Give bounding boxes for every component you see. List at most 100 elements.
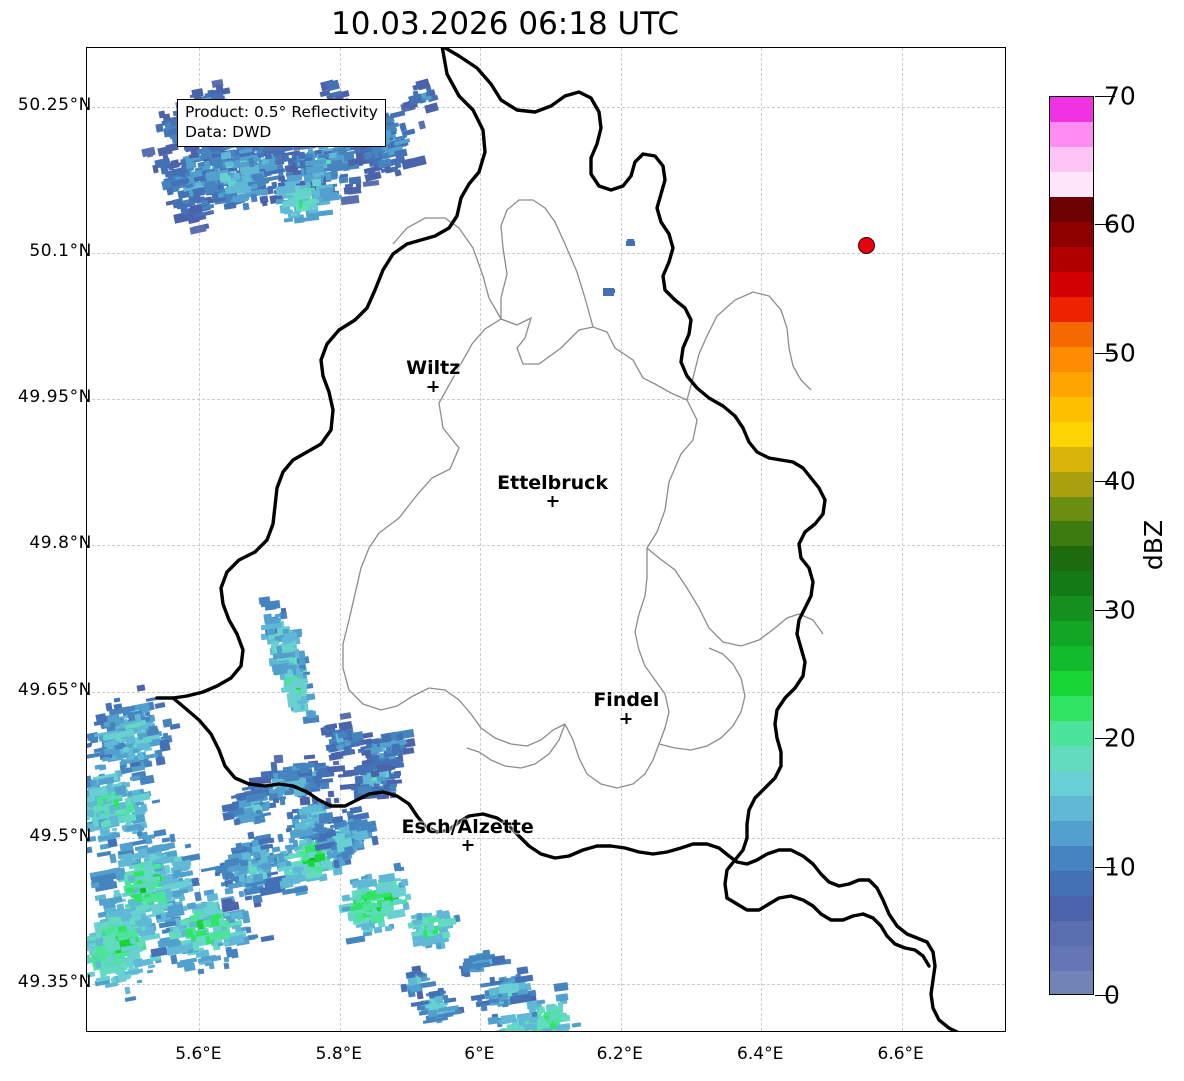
city-label: Findel: [593, 689, 660, 712]
x-axis-tick-label: 6.6°E: [877, 1044, 924, 1064]
city-label: Wiltz: [406, 357, 461, 380]
gridline-vertical: [901, 48, 903, 1031]
colorbar-band: [1050, 571, 1093, 597]
info-box: Product: 0.5° Reflectivity Data: DWD: [177, 99, 386, 148]
colorbar-tick-label: 30: [1104, 595, 1136, 625]
colorbar-tick: [1095, 352, 1115, 354]
colorbar-band: [1050, 421, 1093, 447]
colorbar-band: [1050, 596, 1093, 622]
y-axis-tick-label: 49.5°N: [29, 825, 92, 846]
colorbar-band: [1050, 446, 1093, 472]
colorbar-tick: [1095, 609, 1115, 611]
gridline-horizontal: [87, 545, 1005, 547]
colorbar-band: [1050, 746, 1093, 772]
city-cross-icon: [547, 495, 559, 507]
colorbar-band: [1050, 171, 1093, 197]
city-label: Ettelbruck: [497, 471, 609, 494]
colorbar-band: [1050, 920, 1093, 946]
colorbar-band: [1050, 721, 1093, 747]
colorbar-tick-label: 10: [1104, 852, 1136, 882]
radar-site-marker[interactable]: [857, 236, 875, 254]
colorbar-band: [1050, 521, 1093, 547]
gridline-horizontal: [87, 399, 1005, 401]
y-axis-tick-label: 49.8°N: [29, 533, 92, 554]
colorbar-band: [1050, 296, 1093, 322]
colorbar-band: [1050, 146, 1093, 172]
city-cross-icon: [462, 839, 474, 851]
page-title: 10.03.2026 06:18 UTC: [331, 6, 679, 42]
colorbar-tick: [1095, 866, 1115, 868]
gridline-vertical: [199, 48, 201, 1031]
colorbar-band: [1050, 646, 1093, 672]
colorbar-band: [1050, 546, 1093, 572]
colorbar-tick: [1095, 481, 1115, 483]
colorbar-band: [1050, 945, 1093, 971]
colorbar-band: [1050, 771, 1093, 797]
colorbar-band: [1050, 846, 1093, 872]
city-cross-icon: [620, 713, 632, 725]
colorbar-axis-label: dBZ: [1139, 519, 1168, 571]
colorbar-tick: [1095, 995, 1115, 996]
colorbar-tick-label: 70: [1104, 81, 1136, 111]
city-cross-icon: [427, 381, 439, 393]
gridline-vertical: [480, 48, 482, 1031]
colorbar-tick: [1095, 224, 1115, 226]
colorbar-band: [1050, 97, 1093, 122]
colorbar-tick-label: 40: [1104, 466, 1136, 496]
gridline-horizontal: [87, 984, 1005, 986]
colorbar-band: [1050, 696, 1093, 722]
colorbar-band: [1050, 970, 1093, 994]
y-axis-tick-label: 49.65°N: [17, 679, 92, 700]
colorbar-band: [1050, 271, 1093, 297]
radar-echo-cell: [602, 287, 614, 296]
colorbar-tick-label: 50: [1104, 338, 1136, 368]
radar-echo-cell: [626, 238, 634, 244]
y-axis-tick-label: 49.35°N: [17, 972, 92, 993]
x-axis-tick-label: 6.4°E: [737, 1044, 784, 1064]
map-plot-area[interactable]: Wiltz Ettelbruck Findel Esch/Alzette Produc…: [86, 47, 1006, 1032]
colorbar-band: [1050, 496, 1093, 522]
district-boundaries: [342, 199, 824, 789]
colorbar-band: [1050, 346, 1093, 372]
x-axis-tick-label: 6.2°E: [596, 1044, 643, 1064]
y-axis-tick-label: 50.1°N: [29, 240, 92, 261]
national-border: [155, 48, 959, 1031]
colorbar-tick-label: 20: [1104, 723, 1136, 753]
gridline-vertical: [620, 48, 622, 1031]
gridline-vertical: [339, 48, 341, 1031]
y-axis-tick-label: 50.25°N: [17, 94, 92, 115]
city-label: Esch/Alzette: [401, 815, 534, 838]
x-axis-tick-label: 6°E: [464, 1044, 495, 1064]
colorbar-band: [1050, 371, 1093, 397]
colorbar: [1049, 96, 1094, 995]
gridline-vertical: [761, 48, 763, 1031]
colorbar-band: [1050, 396, 1093, 422]
colorbar-band: [1050, 221, 1093, 247]
gridline-horizontal: [87, 691, 1005, 693]
colorbar-band: [1050, 796, 1093, 822]
colorbar-band: [1050, 621, 1093, 647]
radar-echo-cell: [626, 241, 636, 247]
colorbar-tick: [1095, 738, 1115, 740]
colorbar-band: [1050, 671, 1093, 697]
colorbar-band: [1050, 121, 1093, 147]
colorbar-band: [1050, 246, 1093, 272]
x-axis-tick-label: 5.6°E: [175, 1044, 222, 1064]
colorbar-band: [1050, 821, 1093, 847]
gridline-horizontal: [87, 837, 1005, 839]
colorbar-tick-label: 60: [1104, 209, 1136, 239]
colorbar-band: [1050, 471, 1093, 497]
colorbar-band: [1050, 871, 1093, 896]
colorbar-band: [1050, 196, 1093, 222]
map-canvas: Wiltz Ettelbruck Findel Esch/Alzette: [87, 48, 1005, 1031]
info-product-line: Product: 0.5° Reflectivity: [185, 103, 378, 121]
x-axis-tick-label: 5.8°E: [315, 1044, 362, 1064]
colorbar-tick: [1095, 96, 1115, 97]
colorbar-band: [1050, 321, 1093, 347]
y-axis-tick-label: 49.95°N: [17, 387, 92, 408]
colorbar-tick-label: 0: [1104, 980, 1120, 1010]
boundaries-layer: [155, 48, 959, 1031]
info-data-line: Data: DWD: [185, 122, 272, 141]
colorbar-band: [1050, 896, 1093, 921]
